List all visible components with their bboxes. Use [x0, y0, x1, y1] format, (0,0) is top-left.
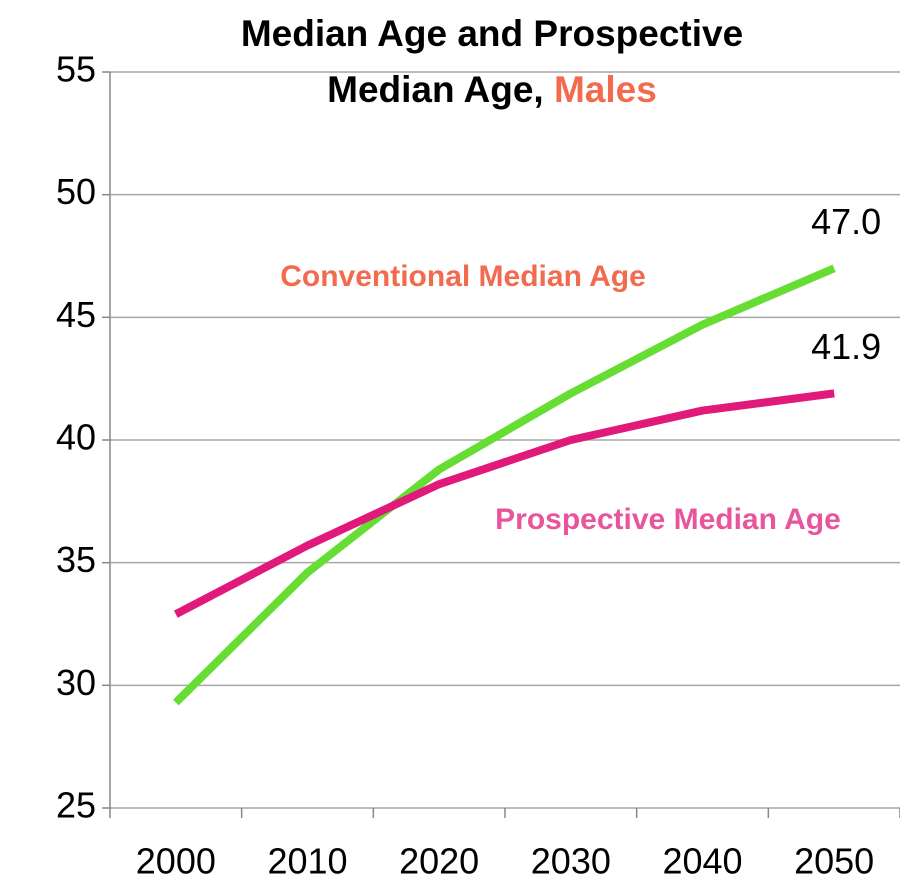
chart-title: Median Age and Prospective	[241, 13, 743, 54]
y-tick-label: 35	[56, 539, 96, 580]
x-tick-label: 2000	[136, 841, 216, 882]
data-label: 47.0	[811, 201, 881, 242]
x-tick-label: 2050	[794, 841, 874, 882]
chart-title-part: Median Age,	[327, 69, 544, 110]
chart-title: Median Age, Males	[327, 69, 657, 110]
x-tick-label: 2020	[399, 841, 479, 882]
series-line	[173, 264, 836, 706]
series-label: Conventional Median Age	[280, 260, 646, 293]
y-tick-label: 45	[56, 294, 96, 335]
series-label: Prospective Median Age	[495, 503, 841, 536]
y-tick-label: 40	[56, 417, 96, 458]
x-tick-label: 2030	[531, 841, 611, 882]
y-tick-label: 55	[56, 49, 96, 90]
x-tick-label: 2010	[267, 841, 347, 882]
y-tick-label: 25	[56, 785, 96, 826]
y-tick-label: 30	[56, 662, 96, 703]
data-label: 41.9	[811, 326, 881, 367]
x-tick-label: 2040	[662, 841, 742, 882]
series-line	[173, 389, 835, 618]
y-tick-label: 50	[56, 171, 96, 212]
chart-title-highlight: Males	[554, 69, 657, 110]
